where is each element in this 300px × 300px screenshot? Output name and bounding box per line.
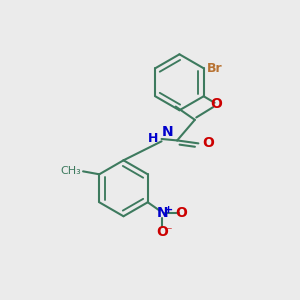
Text: O: O: [202, 136, 214, 150]
Text: Br: Br: [207, 62, 223, 75]
Text: O: O: [210, 97, 222, 111]
Text: O: O: [157, 225, 168, 239]
Text: ⁻: ⁻: [165, 225, 172, 238]
Text: N: N: [157, 206, 168, 220]
Text: H: H: [148, 133, 159, 146]
Text: CH₃: CH₃: [61, 166, 82, 176]
Text: N: N: [162, 125, 173, 139]
Text: O: O: [176, 206, 188, 220]
Text: +: +: [164, 205, 173, 215]
